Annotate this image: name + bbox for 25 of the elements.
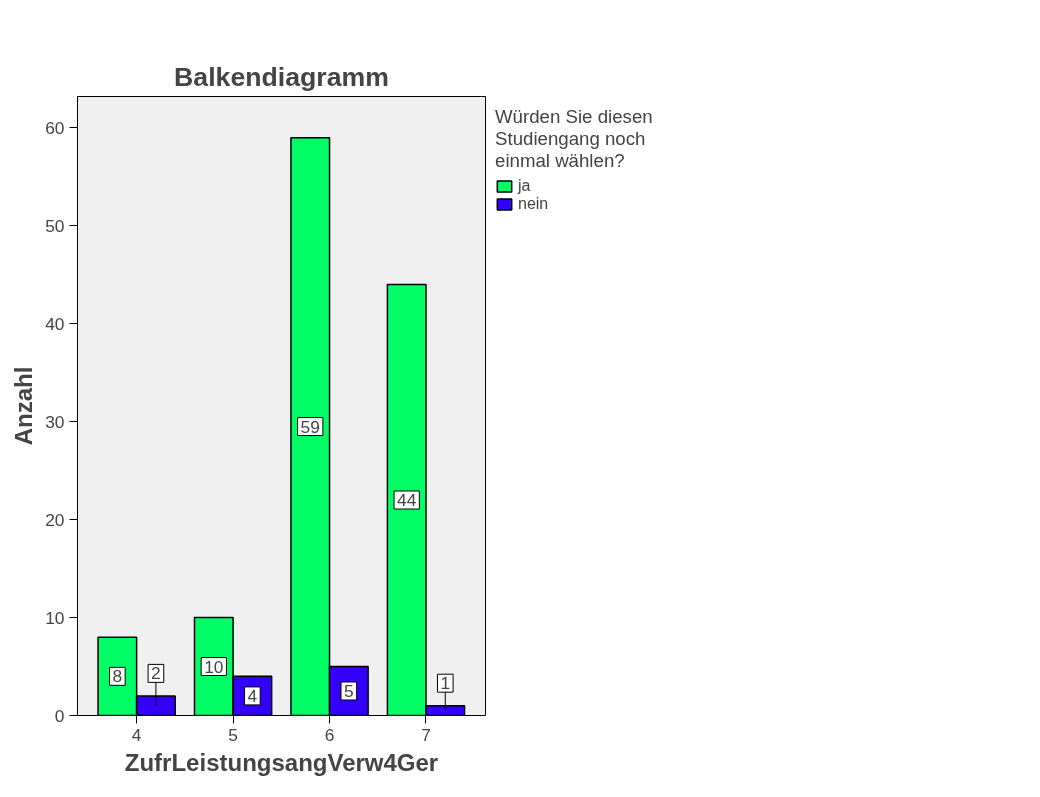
- y-tick-label: 60: [45, 117, 65, 138]
- data-label: 1: [440, 673, 451, 694]
- x-tick-label: 5: [228, 724, 238, 745]
- x-axis-title: ZufrLeistungsangVerw4Ger: [124, 748, 439, 776]
- y-axis-title: Anzahl: [10, 366, 38, 446]
- data-label: 5: [344, 681, 354, 702]
- legend-label: nein: [518, 195, 549, 213]
- data-label: 59: [300, 416, 320, 437]
- x-tick-label: 7: [421, 724, 431, 745]
- data-label: 4: [247, 685, 258, 706]
- data-label: 44: [397, 490, 417, 511]
- data-label: 8: [112, 666, 123, 687]
- y-tick-label: 20: [45, 509, 65, 530]
- y-tick-label: 50: [45, 215, 65, 236]
- y-tick-label: 40: [45, 313, 65, 334]
- data-label: 2: [151, 663, 161, 684]
- legend-label: ja: [518, 177, 532, 195]
- x-tick-label: 4: [131, 724, 142, 745]
- y-tick-label: 30: [45, 411, 65, 432]
- x-tick-label: 6: [324, 724, 335, 745]
- legend-title: Würden Sie diesen Studiengang noch einmal wählen?: [495, 106, 653, 172]
- y-tick-label: 10: [45, 607, 65, 628]
- data-label: 10: [204, 656, 224, 677]
- chart-title: Balkendiagramm: [174, 61, 389, 92]
- y-tick-label: 0: [54, 705, 65, 726]
